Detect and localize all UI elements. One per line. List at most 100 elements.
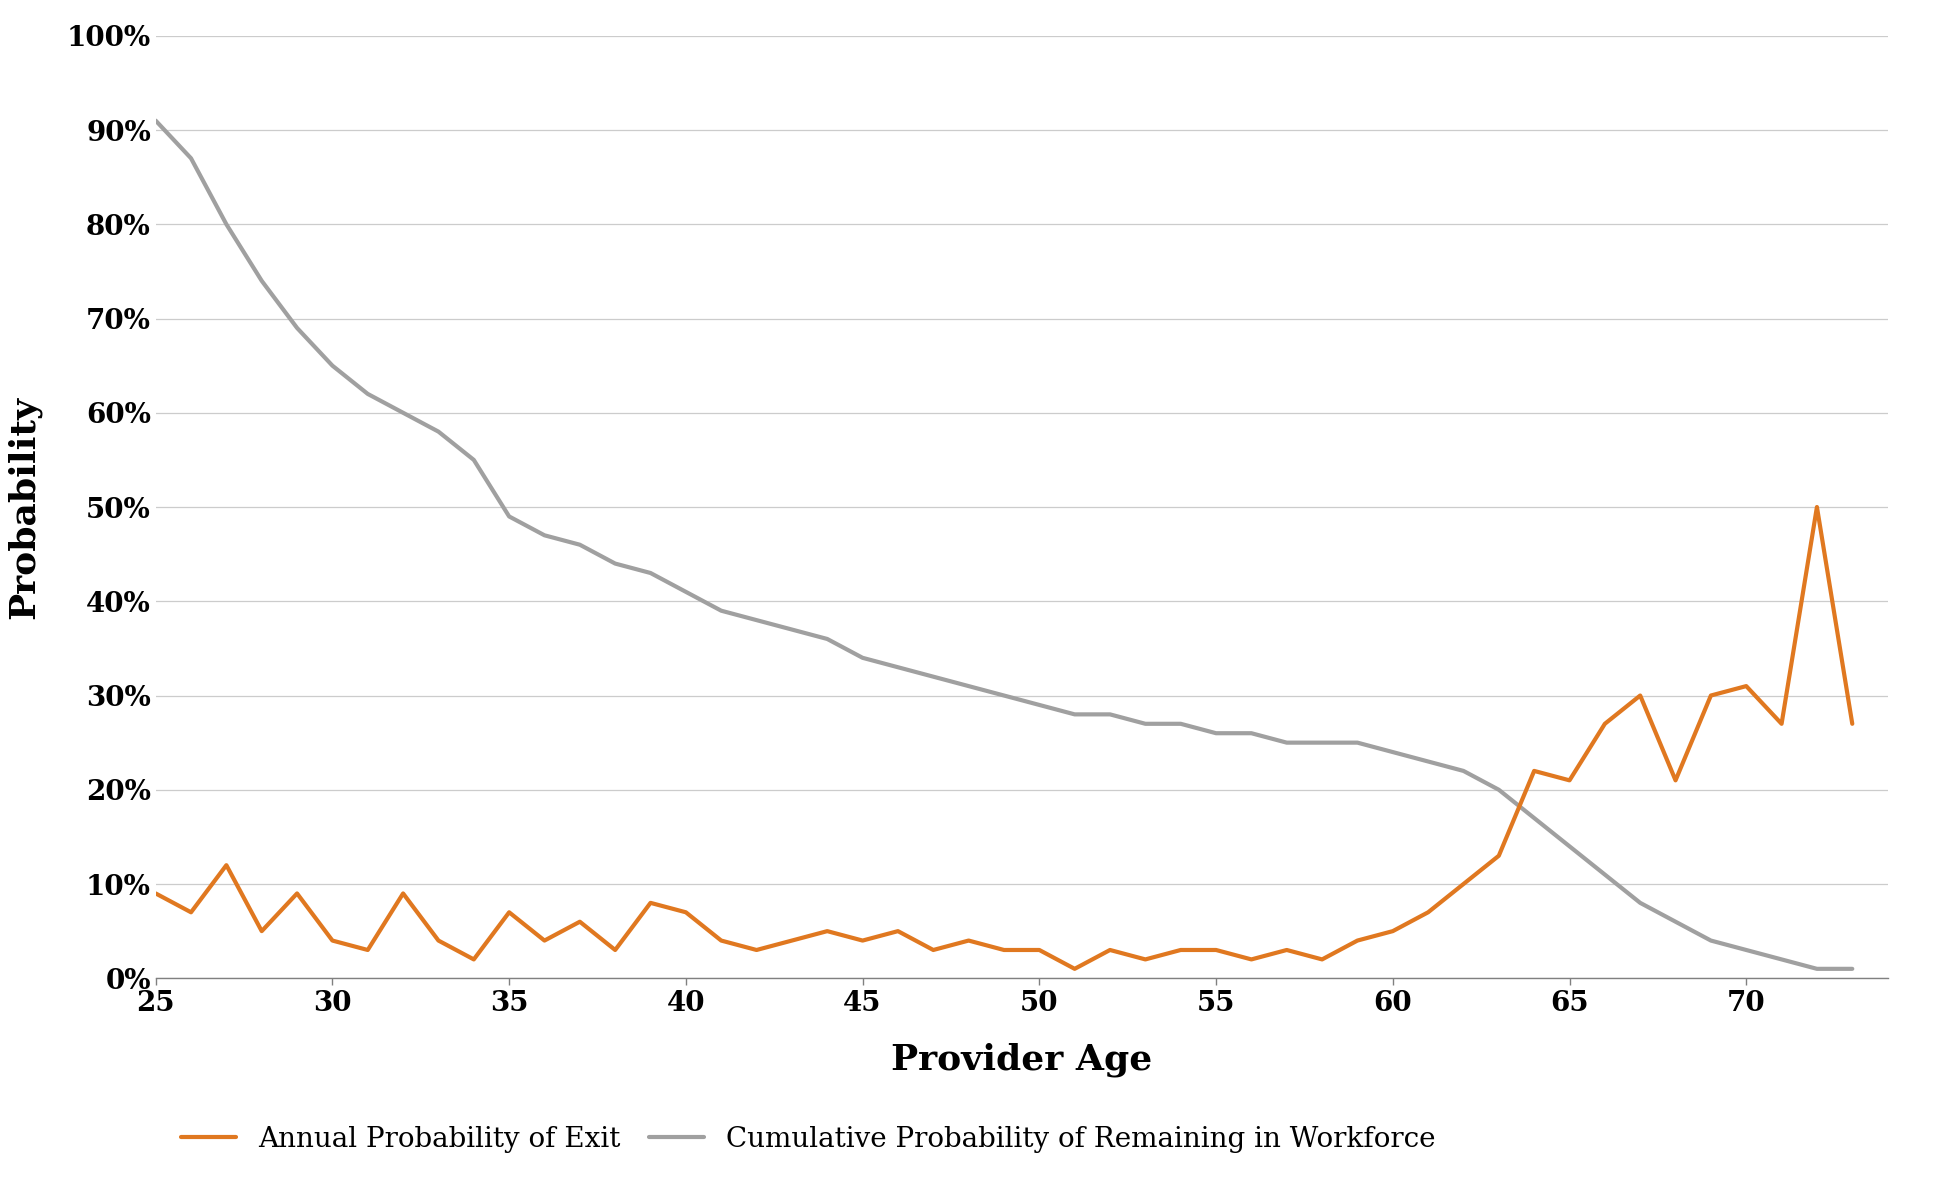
- Cumulative Probability of Remaining in Workforce: [780, 623, 804, 637]
- Annual Probability of Exit: [957, 933, 981, 947]
- Cumulative Probability of Remaining in Workforce: [1559, 839, 1582, 853]
- Annual Probability of Exit: [1027, 942, 1051, 957]
- Cumulative Probability of Remaining in Workforce: [498, 509, 522, 524]
- Cumulative Probability of Remaining in Workforce: [461, 452, 485, 466]
- Cumulative Probability of Remaining in Workforce: [673, 585, 697, 599]
- Cumulative Probability of Remaining in Workforce: [1629, 896, 1652, 910]
- Cumulative Probability of Remaining in Workforce: [1487, 783, 1510, 797]
- Cumulative Probability of Remaining in Workforce: [533, 528, 557, 543]
- Cumulative Probability of Remaining in Workforce: [356, 387, 379, 401]
- Annual Probability of Exit: [1170, 942, 1193, 957]
- Annual Probability of Exit: [1347, 933, 1370, 947]
- Annual Probability of Exit: [1559, 773, 1582, 787]
- Annual Probability of Exit: [1240, 952, 1263, 966]
- Annual Probability of Exit: [144, 886, 167, 901]
- Annual Probability of Exit: [673, 905, 697, 920]
- Cumulative Probability of Remaining in Workforce: [568, 538, 592, 552]
- Annual Probability of Exit: [179, 905, 202, 920]
- Annual Probability of Exit: [568, 915, 592, 929]
- Cumulative Probability of Remaining in Workforce: [1098, 707, 1121, 722]
- Cumulative Probability of Remaining in Workforce: [1841, 962, 1864, 976]
- Cumulative Probability of Remaining in Workforce: [179, 152, 202, 166]
- Line: Annual Probability of Exit: Annual Probability of Exit: [156, 507, 1853, 969]
- Annual Probability of Exit: [533, 933, 557, 947]
- Annual Probability of Exit: [638, 896, 662, 910]
- Cumulative Probability of Remaining in Workforce: [1310, 735, 1333, 750]
- Annual Probability of Exit: [1417, 905, 1440, 920]
- Cumulative Probability of Remaining in Workforce: [1275, 735, 1298, 750]
- Cumulative Probability of Remaining in Workforce: [850, 650, 874, 665]
- Cumulative Probability of Remaining in Workforce: [144, 113, 167, 128]
- Annual Probability of Exit: [710, 933, 734, 947]
- Cumulative Probability of Remaining in Workforce: [710, 604, 734, 618]
- Cumulative Probability of Remaining in Workforce: [745, 613, 769, 628]
- Cumulative Probability of Remaining in Workforce: [1771, 952, 1794, 966]
- Cumulative Probability of Remaining in Workforce: [426, 425, 450, 439]
- Cumulative Probability of Remaining in Workforce: [1205, 727, 1228, 741]
- Annual Probability of Exit: [1664, 773, 1687, 787]
- Annual Probability of Exit: [249, 925, 272, 939]
- Cumulative Probability of Remaining in Workforce: [1452, 764, 1475, 778]
- Cumulative Probability of Remaining in Workforce: [1594, 867, 1617, 882]
- Cumulative Probability of Remaining in Workforce: [1664, 915, 1687, 929]
- Annual Probability of Exit: [461, 952, 485, 966]
- Annual Probability of Exit: [1135, 952, 1158, 966]
- Line: Cumulative Probability of Remaining in Workforce: Cumulative Probability of Remaining in W…: [156, 120, 1853, 969]
- Cumulative Probability of Remaining in Workforce: [1347, 735, 1370, 750]
- Cumulative Probability of Remaining in Workforce: [1027, 698, 1051, 712]
- Annual Probability of Exit: [850, 933, 874, 947]
- Annual Probability of Exit: [992, 942, 1016, 957]
- Cumulative Probability of Remaining in Workforce: [922, 669, 946, 684]
- Cumulative Probability of Remaining in Workforce: [638, 565, 662, 580]
- Cumulative Probability of Remaining in Workforce: [249, 273, 272, 288]
- Cumulative Probability of Remaining in Workforce: [992, 688, 1016, 703]
- Annual Probability of Exit: [745, 942, 769, 957]
- Annual Probability of Exit: [1098, 942, 1121, 957]
- Cumulative Probability of Remaining in Workforce: [603, 556, 627, 570]
- Annual Probability of Exit: [1063, 962, 1086, 976]
- Annual Probability of Exit: [1382, 925, 1405, 939]
- Cumulative Probability of Remaining in Workforce: [321, 358, 344, 372]
- Annual Probability of Exit: [1734, 679, 1757, 693]
- Annual Probability of Exit: [1275, 942, 1298, 957]
- Annual Probability of Exit: [356, 942, 379, 957]
- Cumulative Probability of Remaining in Workforce: [1522, 811, 1545, 826]
- Cumulative Probability of Remaining in Workforce: [1170, 717, 1193, 731]
- Cumulative Probability of Remaining in Workforce: [957, 679, 981, 693]
- Cumulative Probability of Remaining in Workforce: [1135, 717, 1158, 731]
- Annual Probability of Exit: [391, 886, 414, 901]
- Annual Probability of Exit: [1629, 688, 1652, 703]
- Cumulative Probability of Remaining in Workforce: [1734, 942, 1757, 957]
- Cumulative Probability of Remaining in Workforce: [1240, 727, 1263, 741]
- Legend: Annual Probability of Exit, Cumulative Probability of Remaining in Workforce: Annual Probability of Exit, Cumulative P…: [169, 1114, 1448, 1164]
- Annual Probability of Exit: [1522, 764, 1545, 778]
- Annual Probability of Exit: [1487, 848, 1510, 863]
- Cumulative Probability of Remaining in Workforce: [214, 217, 237, 231]
- Cumulative Probability of Remaining in Workforce: [815, 632, 839, 647]
- Cumulative Probability of Remaining in Workforce: [1382, 744, 1405, 759]
- Annual Probability of Exit: [321, 933, 344, 947]
- Cumulative Probability of Remaining in Workforce: [1417, 754, 1440, 768]
- Annual Probability of Exit: [1594, 717, 1617, 731]
- Annual Probability of Exit: [1806, 500, 1829, 514]
- Annual Probability of Exit: [1771, 717, 1794, 731]
- Cumulative Probability of Remaining in Workforce: [1063, 707, 1086, 722]
- Cumulative Probability of Remaining in Workforce: [391, 406, 414, 420]
- Annual Probability of Exit: [603, 942, 627, 957]
- Annual Probability of Exit: [1310, 952, 1333, 966]
- Annual Probability of Exit: [426, 933, 450, 947]
- Annual Probability of Exit: [498, 905, 522, 920]
- Cumulative Probability of Remaining in Workforce: [286, 321, 309, 335]
- Annual Probability of Exit: [780, 933, 804, 947]
- Annual Probability of Exit: [1205, 942, 1228, 957]
- Annual Probability of Exit: [815, 925, 839, 939]
- Annual Probability of Exit: [286, 886, 309, 901]
- Cumulative Probability of Remaining in Workforce: [1806, 962, 1829, 976]
- Y-axis label: Probability: Probability: [8, 396, 41, 618]
- Annual Probability of Exit: [922, 942, 946, 957]
- Annual Probability of Exit: [214, 858, 237, 872]
- Annual Probability of Exit: [885, 925, 909, 939]
- Annual Probability of Exit: [1452, 877, 1475, 891]
- Cumulative Probability of Remaining in Workforce: [885, 660, 909, 674]
- X-axis label: Provider Age: Provider Age: [891, 1041, 1152, 1076]
